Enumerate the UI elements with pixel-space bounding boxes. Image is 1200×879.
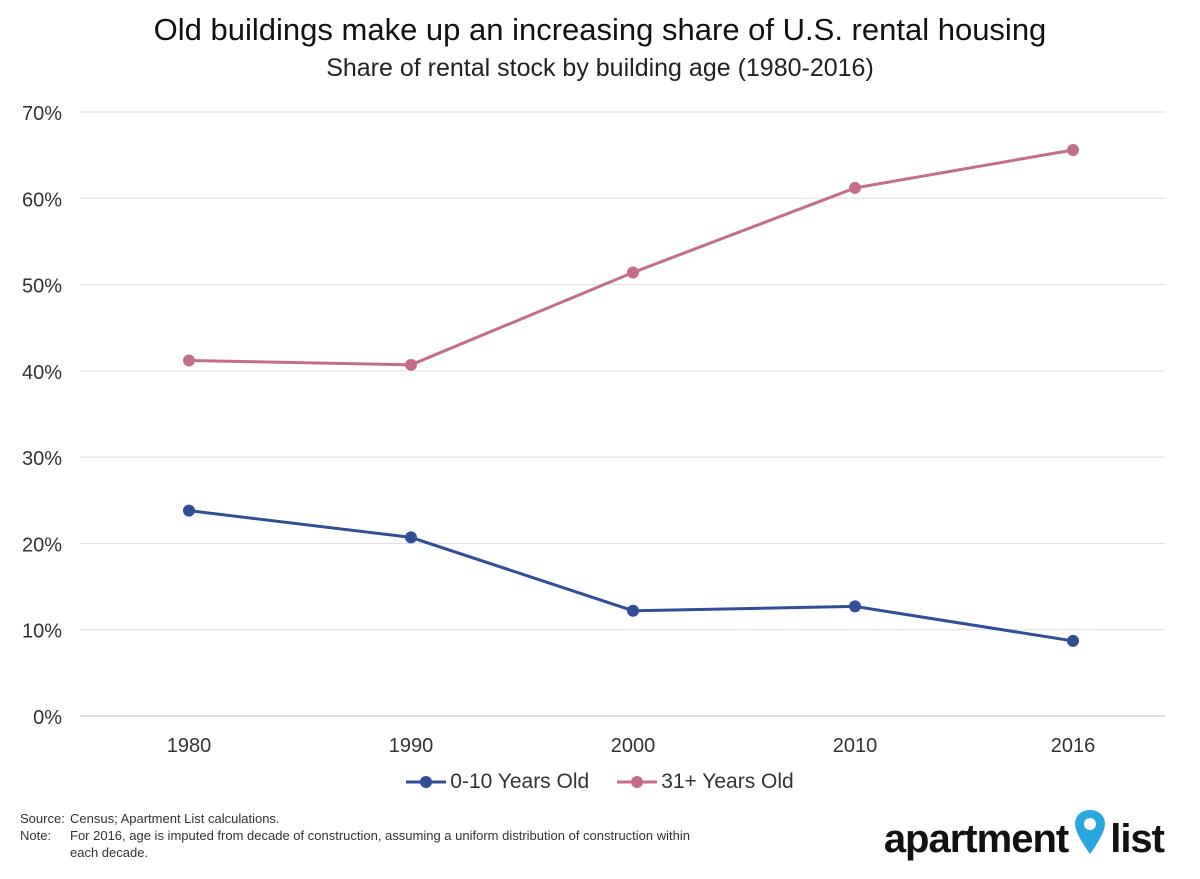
apartment-list-logo: apartment list	[883, 808, 1165, 862]
chart-subtitle: Share of rental stock by building age (1…	[326, 54, 874, 82]
x-tick-label: 2010	[833, 735, 878, 757]
legend-marker-blue	[406, 776, 447, 788]
y-tick-label: 10%	[22, 621, 62, 643]
y-tick-label: 0%	[33, 707, 62, 729]
x-tick-label: 1990	[389, 735, 434, 757]
chart-title: Old buildings make up an increasing shar…	[153, 12, 1047, 47]
data-point-1-1980	[183, 354, 195, 367]
data-point-1-2016	[1067, 143, 1079, 156]
y-tick-label: 50%	[22, 276, 62, 298]
data-point-0-1980	[183, 504, 195, 517]
note-text: For 2016, age is imputed from decade of …	[70, 828, 690, 860]
data-point-1-2010	[849, 181, 861, 194]
x-tick-label: 2016	[1051, 735, 1096, 757]
y-tick-label: 70%	[22, 103, 62, 125]
data-point-0-2016	[1067, 634, 1079, 647]
data-point-1-1990	[405, 358, 417, 371]
logo-text-right: list	[1110, 817, 1165, 861]
note-label: Note:	[20, 828, 52, 843]
data-point-0-2010	[849, 600, 861, 613]
line-chart: 0% 10% 20% 30% 40% 50% 60% 70% 1980 1990 2000 2010 2…	[22, 103, 1165, 757]
legend-marker-pink	[617, 776, 658, 788]
y-tick-label: 40%	[22, 362, 62, 384]
y-tick-label: 60%	[22, 189, 62, 211]
series-line-1	[188, 148, 1074, 367]
legend-label: 31+ Years Old	[661, 770, 794, 793]
legend-item-0-10: 0-10 Years Old	[406, 770, 589, 794]
legend-item-31-plus: 31+ Years Old	[617, 770, 794, 794]
data-point-0-1990	[405, 531, 417, 544]
map-pin-icon	[1075, 810, 1106, 854]
footer-notes: Source: Census; Apartment List calculatio…	[20, 810, 720, 861]
legend-label: 0-10 Years Old	[450, 770, 590, 793]
y-tick-label: 30%	[22, 448, 62, 470]
data-point-0-2000	[627, 604, 639, 617]
source-text: Census; Apartment List calculations.	[70, 811, 280, 826]
logo-text-left: apartment	[883, 817, 1069, 861]
y-tick-label: 20%	[22, 534, 62, 556]
source-label: Source:	[20, 811, 65, 826]
legend: 0-10 Years Old 31+ Years Old	[0, 770, 1200, 794]
data-point-1-2000	[627, 266, 639, 279]
x-tick-label: 1980	[167, 735, 212, 757]
series-line-0	[188, 509, 1074, 643]
x-tick-label: 2000	[611, 735, 656, 757]
